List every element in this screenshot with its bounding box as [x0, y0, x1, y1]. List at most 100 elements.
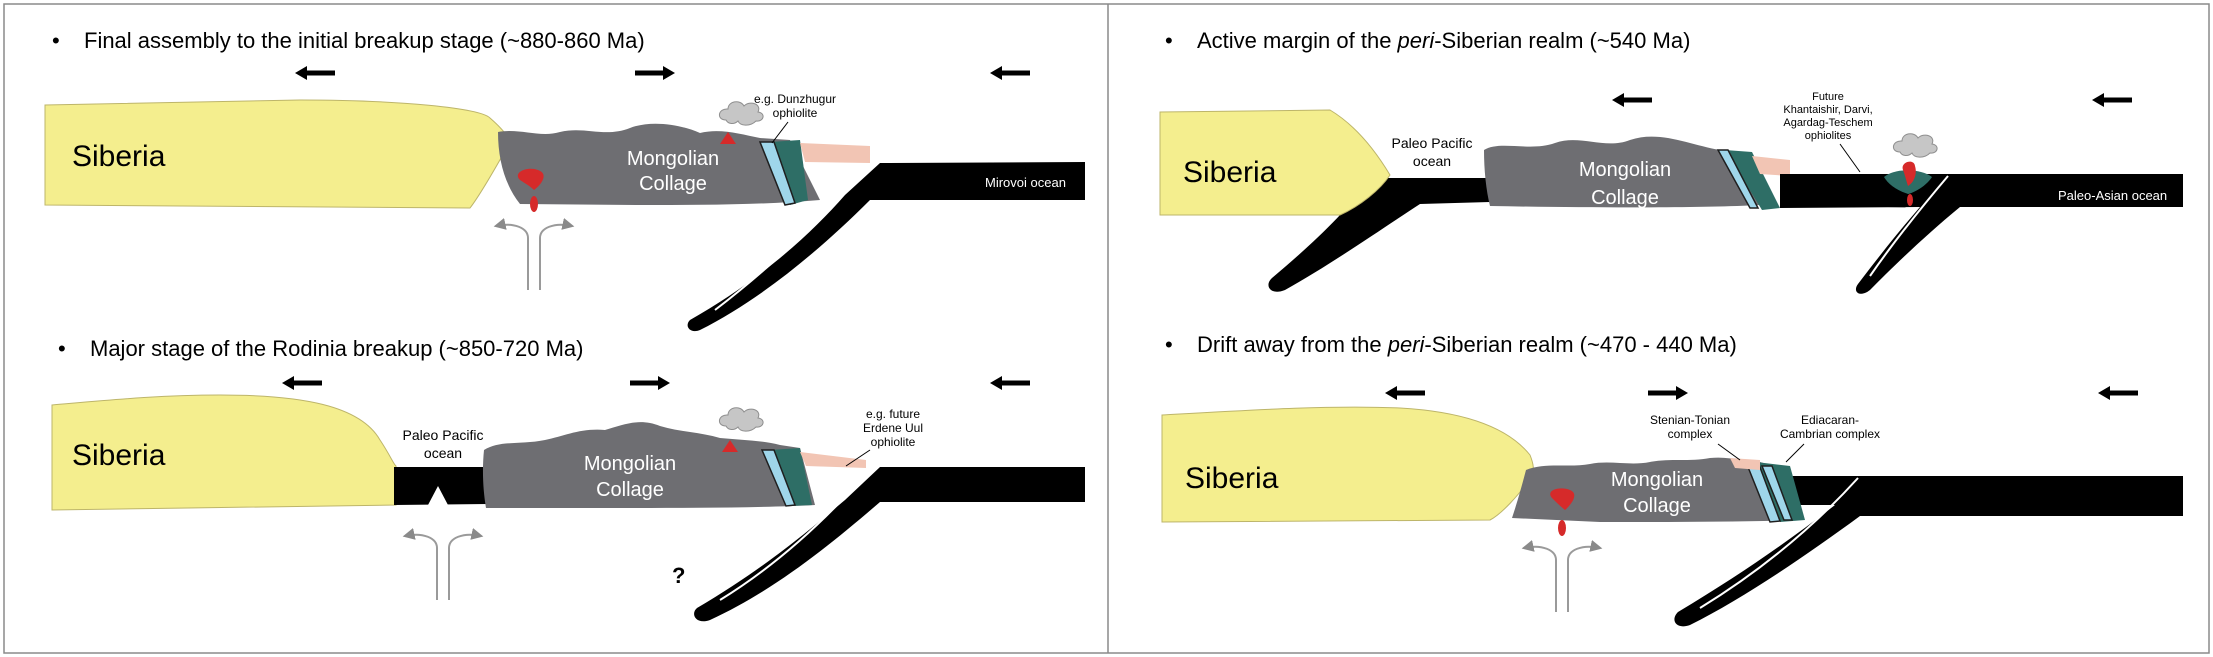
question-mark: ? [672, 563, 685, 588]
paleo-pacific-label-line2: ocean [1413, 153, 1451, 169]
ophiolite-sliver [760, 449, 797, 507]
collage-label-line2: Collage [639, 173, 707, 195]
arrow-left-icon [282, 376, 322, 390]
ophiolite-note-line2: Erdene Uul [863, 421, 923, 435]
mongolian-collage-block [1484, 136, 1760, 208]
arrow-right-icon [630, 376, 670, 390]
accretion-wedge [1730, 458, 1760, 470]
ediacaran-note-line2: Cambrian complex [1780, 427, 1880, 441]
ocean-slab [1674, 476, 2183, 627]
subduction-line [1699, 477, 1859, 609]
magma-drop [1558, 520, 1566, 536]
volcanic-cloud-icon [718, 407, 764, 432]
ophiolite-note-line2: Khantaishir, Darvi, [1783, 104, 1872, 116]
collage-label-line2: Collage [596, 479, 664, 501]
panel-rodinia-breakup: • Major stage of the Rodinia breakup (~8… [51, 336, 1085, 622]
ophiolite-sliver [1716, 149, 1760, 209]
bullet: • [1165, 332, 1173, 357]
stenian-note-line1: Stenian-Tonian [1650, 413, 1730, 427]
collage-label-line1: Mongolian [584, 453, 676, 475]
arc-volcano [722, 440, 738, 452]
ophiolite-note-line1: e.g. future [866, 407, 920, 421]
bullet: • [1165, 28, 1173, 53]
collage-label-line1: Mongolian [1611, 469, 1703, 491]
magma-body [1902, 161, 1916, 186]
mongolian-collage-block [498, 123, 820, 205]
ophiolite-wedge [1725, 150, 1780, 210]
siberia-label: Siberia [72, 140, 166, 173]
note-pointer [1785, 443, 1805, 463]
ophiolite-sliver [1760, 465, 1794, 521]
panel-title: Active margin of the peri-Siberian realm… [1197, 28, 1690, 53]
subduction-line [714, 160, 871, 311]
panel-active-margin: • Active margin of the peri-Siberian rea… [1159, 28, 2183, 294]
accretion-wedge [800, 452, 866, 468]
mongolian-collage-block [1512, 457, 1800, 522]
panel-drift-away: • Drift away from the peri-Siberian real… [1161, 332, 2183, 627]
ophiolite-note-line1: Future [1812, 91, 1844, 103]
ediacaran-note-line1: Ediacaran- [1801, 413, 1859, 427]
panel-final-assembly: • Final assembly to the initial breakup … [44, 28, 1085, 332]
rift-ridge [428, 486, 448, 505]
note-pointer [1839, 143, 1861, 173]
note-pointer [845, 449, 871, 467]
arrow-left-icon [990, 66, 1030, 80]
ophiolite-note-line2: ophiolite [773, 106, 818, 120]
ophiolite-note-line1: e.g. Dunzhugur [754, 92, 836, 106]
paleo-pacific-slab [1268, 178, 1490, 292]
arrow-left-icon [990, 376, 1030, 390]
magma-drop [1907, 194, 1913, 206]
paleo-pacific-label-line1: Paleo Pacific [403, 427, 484, 443]
volcanic-cloud-icon [1892, 133, 1938, 158]
paleo-pacific-label-line2: ocean [424, 445, 462, 461]
ophiolite-note-line4: ophiolites [1805, 130, 1852, 142]
siberia-label: Siberia [1183, 156, 1277, 189]
panel-title: Drift away from the peri-Siberian realm … [1197, 332, 1737, 357]
figure-border [3, 3, 2210, 654]
paleo-pacific-label-line1: Paleo Pacific [1392, 135, 1473, 151]
ophiolite-note-line3: Agardag-Teschem [1783, 117, 1872, 129]
panel-title: Major stage of the Rodinia breakup (~850… [90, 336, 583, 361]
arc-volcano [720, 132, 736, 144]
magma-body [1550, 488, 1575, 510]
rift-ocean [394, 467, 488, 505]
arrow-left-icon [2098, 386, 2138, 400]
note-pointer [771, 121, 789, 144]
ocean-slab [694, 467, 1085, 622]
note-pointer [1717, 443, 1741, 461]
arrow-left-icon [295, 66, 335, 80]
magma-drop [530, 196, 538, 212]
subduction-line [1869, 175, 1949, 277]
mantle-upwelling-icon [405, 535, 481, 600]
ophiolite-note-line3: ophiolite [871, 435, 916, 449]
mantle-upwelling-icon [496, 225, 572, 290]
arrow-left-icon [2092, 93, 2132, 107]
siberia-block [51, 394, 397, 511]
arrow-left-icon [1385, 386, 1425, 400]
paleo-asian-slab [1780, 174, 2183, 294]
arrow-right-icon [635, 66, 675, 80]
subduction-line [719, 466, 873, 601]
stenian-note-line2: complex [1668, 427, 1713, 441]
ocean-slab [687, 162, 1085, 332]
ophiolite-sliver [758, 141, 796, 206]
arrow-right-icon [1648, 386, 1688, 400]
panel-title: Final assembly to the initial breakup st… [84, 28, 645, 53]
collage-label-line2: Collage [1591, 187, 1659, 209]
arrow-left-icon [1612, 93, 1652, 107]
siberia-block [44, 99, 511, 209]
siberia-block [1159, 109, 1391, 216]
siberia-label: Siberia [72, 439, 166, 472]
ocean-label: Paleo-Asian ocean [2058, 188, 2167, 203]
bullet: • [58, 336, 66, 361]
mantle-upwelling-icon [1524, 547, 1600, 612]
collage-label-line2: Collage [1623, 495, 1691, 517]
collage-label-line1: Mongolian [1579, 159, 1671, 181]
ophiolite-wedge [770, 448, 812, 506]
magma-body [517, 168, 544, 190]
siberia-label: Siberia [1185, 462, 1279, 495]
collage-label-line1: Mongolian [627, 148, 719, 170]
accretion-wedge [800, 143, 870, 163]
bullet: • [52, 28, 60, 53]
